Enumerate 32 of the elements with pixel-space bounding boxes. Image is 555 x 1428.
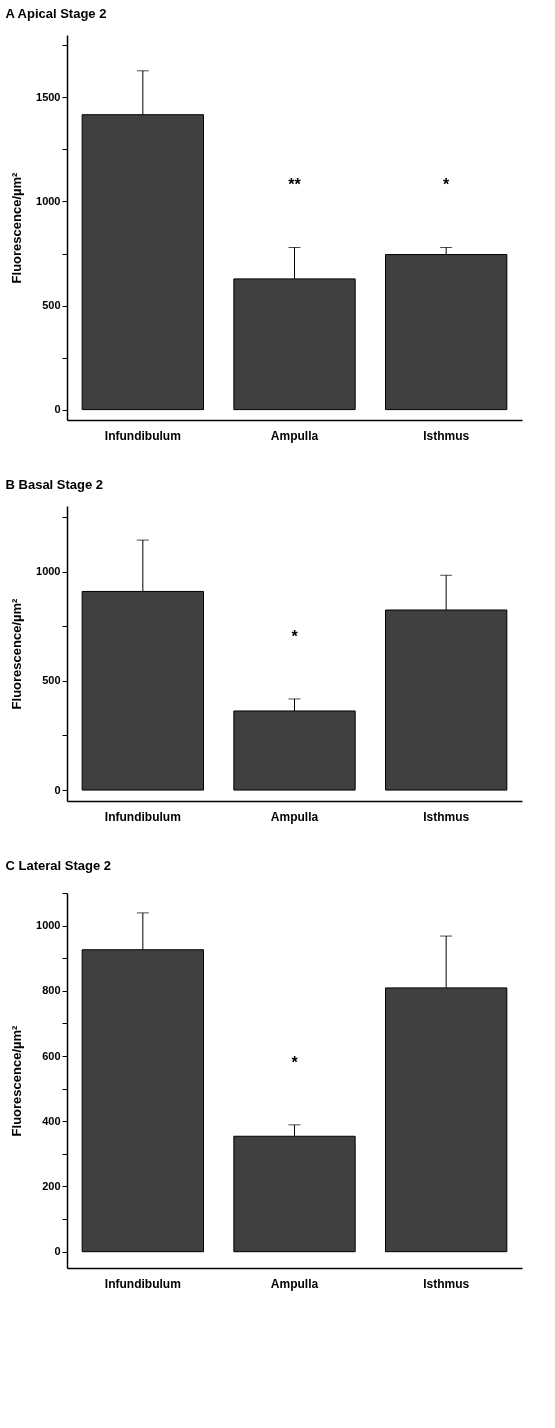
y-tick-label: 1000: [36, 565, 61, 578]
y-tick-label: 500: [42, 674, 61, 687]
y-tick-label: 200: [42, 1179, 61, 1192]
annotation: *: [443, 176, 451, 194]
annotation: *: [291, 1053, 299, 1071]
x-tick-label: Ampulla: [270, 809, 319, 824]
y-tick-label: 0: [54, 783, 61, 796]
y-tick-label: 1000: [36, 194, 61, 207]
chart-title: C Lateral Stage 2: [5, 858, 112, 873]
y-axis-title: Fluorescence/µm²: [9, 171, 25, 284]
y-tick-label: 1500: [36, 90, 61, 103]
y-axis-title: Fluorescence/µm²: [9, 1024, 25, 1137]
x-tick-label: Infundibulum: [104, 1276, 181, 1291]
chart-title: B Basal Stage 2: [5, 477, 104, 492]
y-tick-label: 0: [54, 1245, 61, 1258]
x-tick-label: Ampulla: [270, 1276, 319, 1291]
chart-title: A Apical Stage 2: [5, 6, 107, 21]
x-tick-label: Ampulla: [270, 428, 319, 443]
x-tick-label: Isthmus: [423, 1276, 470, 1291]
x-tick-label: Isthmus: [423, 809, 470, 824]
annotation: **: [288, 176, 302, 194]
y-tick-label: 400: [42, 1114, 61, 1127]
x-tick-label: Isthmus: [423, 428, 470, 443]
annotation: *: [291, 627, 299, 645]
y-tick-label: 0: [54, 403, 61, 416]
y-tick-label: 800: [42, 984, 61, 997]
y-tick-label: 500: [42, 299, 61, 312]
y-tick-label: 600: [42, 1049, 61, 1062]
y-axis-title: Fluorescence/µm²: [9, 597, 25, 710]
x-tick-label: Infundibulum: [104, 428, 181, 443]
y-tick-label: 1000: [36, 919, 61, 932]
x-tick-label: Infundibulum: [104, 809, 181, 824]
